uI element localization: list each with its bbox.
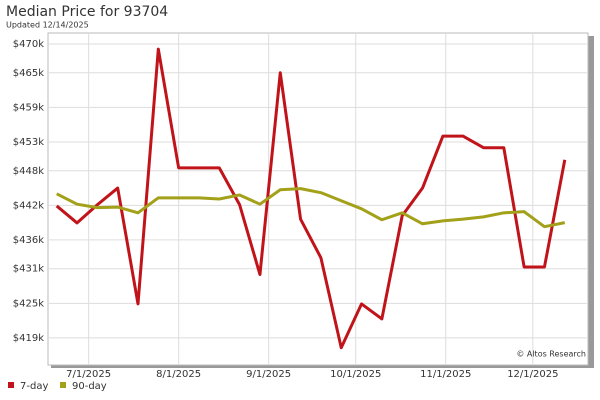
x-tick-label: 12/1/2025 — [507, 369, 558, 380]
x-tick-label: 10/1/2025 — [330, 369, 381, 380]
y-tick-label: $436k — [13, 235, 44, 246]
series-line — [56, 187, 566, 229]
y-tick-label: $470k — [13, 39, 44, 50]
chart-subtitle: Updated 12/14/2025 — [6, 21, 89, 30]
y-tick-label: $465k — [13, 68, 44, 79]
y-tick-label: $459k — [13, 102, 44, 113]
y-tick-label: $431k — [13, 264, 44, 275]
legend-swatch — [8, 382, 14, 388]
x-tick-label: 11/1/2025 — [420, 369, 471, 380]
chart-title: Median Price for 93704 — [6, 4, 168, 20]
legend-label: 7-day — [20, 381, 48, 392]
plot-area — [47, 32, 589, 366]
y-tick-label: $442k — [13, 200, 44, 211]
x-tick-label: 7/1/2025 — [66, 369, 111, 380]
y-tick-label: $419k — [13, 333, 44, 344]
y-tick-label: $453k — [13, 137, 44, 148]
y-tick-label: $448k — [13, 166, 44, 177]
series-line — [55, 47, 567, 350]
x-tick-label: 9/1/2025 — [246, 369, 291, 380]
x-tick-label: 8/1/2025 — [156, 369, 201, 380]
y-tick-label: $425k — [13, 298, 44, 309]
watermark: © Altos Research — [516, 350, 586, 359]
legend-swatch — [60, 382, 66, 388]
legend-label: 90-day — [72, 381, 107, 392]
